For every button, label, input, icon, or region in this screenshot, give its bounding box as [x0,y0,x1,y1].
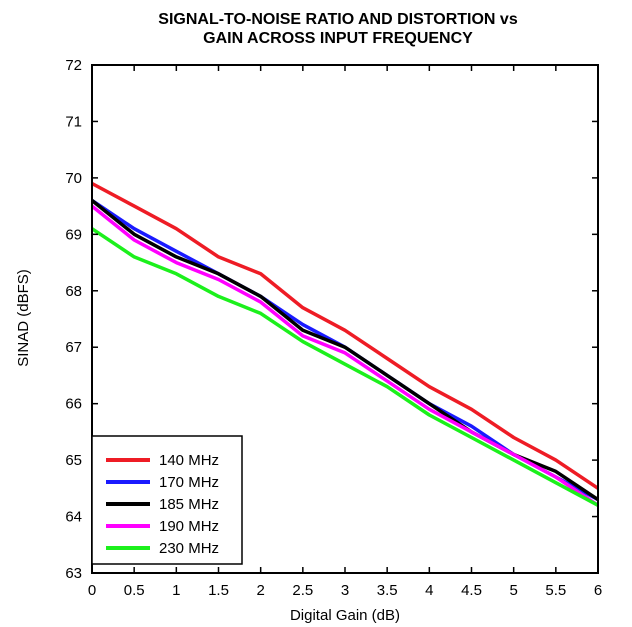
x-tick-label-5.5: 5.5 [545,582,566,599]
x-tick-label-3.5: 3.5 [377,582,398,599]
y-tick-label-68: 68 [65,283,82,300]
x-tick-label-2: 2 [256,582,264,599]
y-tick-label-67: 67 [65,339,82,356]
y-tick-label-71: 71 [65,113,82,130]
x-tick-label-0.5: 0.5 [124,582,145,599]
y-tick-label-72: 72 [65,57,82,74]
y-tick-label-65: 65 [65,452,82,469]
x-tick-label-2.5: 2.5 [292,582,313,599]
series-line-230-mhz [91,227,599,507]
chart-title: SIGNAL-TO-NOISE RATIO AND DISTORTION vs … [158,11,518,47]
x-axis-label: Digital Gain (dB) [290,607,400,624]
y-tick-label-63: 63 [65,565,82,582]
x-tick-label-1.5: 1.5 [208,582,229,599]
x-tick-label-0: 0 [88,582,96,599]
x-tick-label-1: 1 [172,582,180,599]
series-line-190-mhz [90,204,599,507]
y-tick-label-69: 69 [65,226,82,243]
legend: 140 MHz 170 MHz 185 MHz 190 MHz 230 MHz [91,435,243,565]
legend-label-190-mhz: 190 MHz [159,518,219,535]
y-tick-label-66: 66 [65,396,82,413]
x-tick-label-3: 3 [341,582,349,599]
x-tick-label-4: 4 [425,582,433,599]
legend-box [91,435,243,565]
legend-label-140-mhz: 140 MHz [159,452,219,469]
series-line-140-mhz [91,181,599,490]
x-tick-label-4.5: 4.5 [461,582,482,599]
x-tick-label-6: 6 [594,582,602,599]
y-tick-label-64: 64 [65,509,82,526]
chart-title-line-1: SIGNAL-TO-NOISE RATIO AND DISTORTION vs [158,11,518,28]
chart-title-line-2: GAIN ACROSS INPUT FREQUENCY [203,30,473,47]
legend-label-170-mhz: 170 MHz [159,474,219,491]
y-tick-label-70: 70 [65,170,82,187]
legend-label-185-mhz: 185 MHz [159,496,219,513]
y-axis-label: SINAD (dBFS) [15,269,32,367]
legend-label-230-mhz: 230 MHz [159,540,219,557]
x-tick-label-5: 5 [509,582,517,599]
